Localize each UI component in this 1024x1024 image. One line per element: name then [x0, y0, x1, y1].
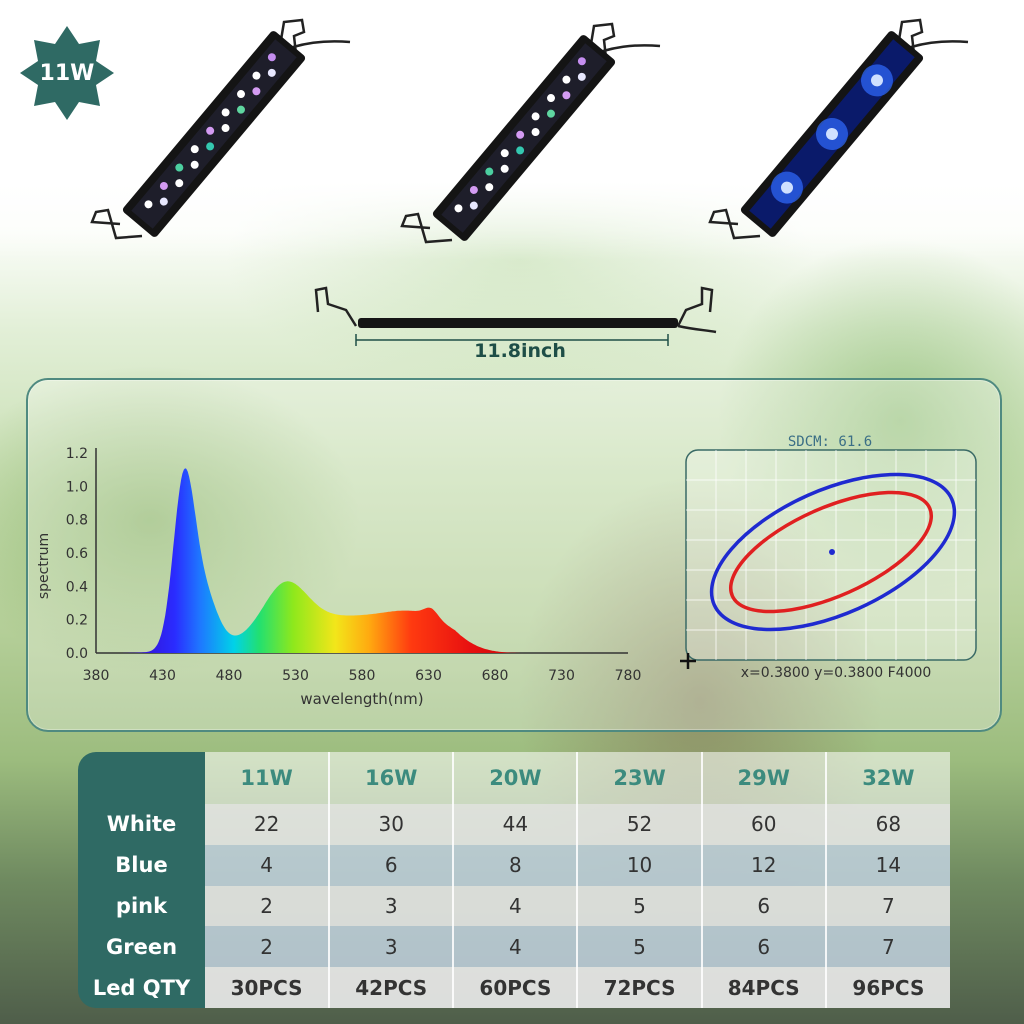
table-cell: 14: [824, 844, 950, 886]
table-row-led-qty: Led QTY 30PCS 42PCS 60PCS 72PCS 84PCS 96…: [78, 967, 950, 1008]
x-axis-label: wavelength(nm): [300, 690, 423, 708]
column-header-23w: 23W: [576, 752, 702, 804]
column-header-11w: 11W: [205, 752, 330, 804]
row-label-pink: pink: [78, 885, 205, 927]
column-header-16w: 16W: [328, 752, 454, 804]
x-tick-label: 730: [548, 668, 575, 684]
table-cell: 7: [824, 885, 950, 927]
table-cell: 10: [576, 844, 702, 886]
table-cell: 72PCS: [576, 967, 702, 1008]
row-label-led-qty: Led QTY: [78, 967, 205, 1008]
table-cell: 4: [205, 844, 330, 886]
table-cell: 3: [328, 885, 454, 927]
x-tick-label: 430: [149, 668, 176, 684]
table-cell: 5: [576, 926, 702, 968]
column-header-29w: 29W: [700, 752, 826, 804]
table-cell: 6: [700, 926, 826, 968]
spectrum-chart: 1.2 1.0 0.8 0.6 0.4 0.2 0.0 380 430 480 530 580 630…: [36, 446, 642, 708]
table-cell: 3: [328, 926, 454, 968]
y-tick-label: 1.2: [66, 446, 88, 462]
x-tick-label: 380: [83, 668, 110, 684]
table-cell: 2: [205, 885, 330, 927]
origin-cross-icon: [680, 653, 696, 669]
led-quantity-table: 11W 16W 20W 23W 29W 32W White 22 30 44 5…: [78, 752, 950, 1008]
table-cell: 60PCS: [452, 967, 578, 1008]
chromaticity-frame: [685, 449, 977, 661]
table-header-row: 11W 16W 20W 23W 29W 32W: [78, 752, 950, 804]
table-cell: 4: [452, 885, 578, 927]
sdcm-label: SDCM: 61.6: [788, 434, 872, 450]
x-tick-label: 530: [282, 668, 309, 684]
table-cell: 12: [700, 844, 826, 886]
table-cell: 2: [205, 926, 330, 968]
row-label-green: Green: [78, 926, 205, 968]
table-cell: 96PCS: [824, 967, 950, 1008]
table-cell: 42PCS: [328, 967, 454, 1008]
light-fixture-blue-mode: [708, 18, 969, 240]
badge-label: 11W: [39, 60, 95, 86]
table-cell: 84PCS: [700, 967, 826, 1008]
table-cell: 6: [700, 885, 826, 927]
chromaticity-coords-label: x=0.3800 y=0.3800 F4000: [741, 665, 932, 681]
table-cell: 30: [328, 804, 454, 845]
table-cell: 5: [576, 885, 702, 927]
table-cell: 68: [824, 804, 950, 845]
table-row-white: White 22 30 44 52 60 68: [78, 804, 950, 845]
x-tick-label: 680: [482, 668, 509, 684]
row-label-white: White: [78, 804, 205, 845]
table-cell: 8: [452, 844, 578, 886]
y-tick-label: 0.4: [66, 579, 88, 595]
x-tick-label: 780: [615, 668, 642, 684]
y-axis-label: spectrum: [36, 533, 52, 599]
table-cell: 22: [205, 804, 330, 845]
x-tick-label: 630: [415, 668, 442, 684]
spectrum-area: [115, 468, 538, 653]
column-header-20w: 20W: [452, 752, 578, 804]
y-tick-label: 0.6: [66, 546, 88, 562]
wattage-badge: 11W: [18, 24, 116, 122]
light-fixture-full-spectrum-2: [400, 22, 661, 244]
y-tick-label: 0.8: [66, 513, 88, 529]
outer-ellipse: [709, 472, 957, 632]
chromaticity-point: [829, 549, 835, 555]
light-fixture-side-view: [314, 286, 717, 346]
column-header-32w: 32W: [824, 752, 950, 804]
y-tick-label: 0.2: [66, 613, 88, 629]
fixture-length-label: 11.8inch: [474, 340, 566, 362]
table-cell: 6: [328, 844, 454, 886]
table-cell: 4: [452, 926, 578, 968]
x-tick-label: 480: [216, 668, 243, 684]
light-fixture-full-spectrum-1: [90, 18, 351, 240]
table-cell: 7: [824, 926, 950, 968]
y-tick-label: 1.0: [66, 479, 88, 495]
table-row-blue: Blue 4 6 8 10 12 14: [78, 844, 950, 886]
table-cell: 44: [452, 804, 578, 845]
inner-ellipse: [728, 490, 934, 614]
table-cell: 30PCS: [205, 967, 330, 1008]
y-tick-label: 0.0: [66, 646, 88, 662]
chromaticity-chart: SDCM: 61.6 x=0.3800 y=0.3800 F4000: [680, 434, 977, 681]
table-cell: 52: [576, 804, 702, 845]
x-tick-label: 580: [349, 668, 376, 684]
table-corner-cell: [78, 752, 205, 804]
table-cell: 60: [700, 804, 826, 845]
table-row-pink: pink 2 3 4 5 6 7: [78, 885, 950, 927]
table-row-green: Green 2 3 4 5 6 7: [78, 926, 950, 968]
row-label-blue: Blue: [78, 844, 205, 886]
